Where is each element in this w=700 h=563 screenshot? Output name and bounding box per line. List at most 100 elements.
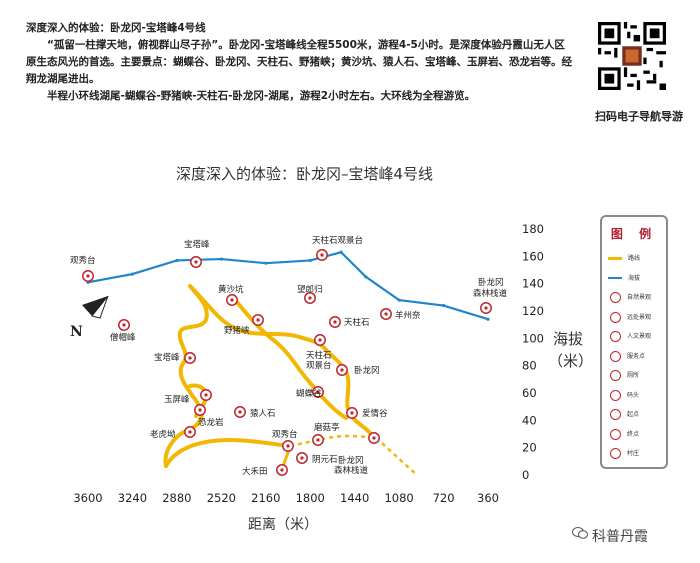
place-markers <box>82 249 492 476</box>
elevation-line <box>87 251 489 321</box>
elevation-point <box>441 303 446 308</box>
qr-code[interactable] <box>598 22 666 90</box>
place-marker-dot <box>316 438 320 442</box>
place-label: 大禾田 <box>242 466 268 477</box>
y-tick-label: 80 <box>522 359 537 373</box>
place-marker-dot <box>230 298 234 302</box>
legend-item-label: 码头 <box>627 391 640 399</box>
legend-item-label: 路线 <box>628 255 641 262</box>
legend-item: 厕所 <box>608 370 639 381</box>
legend-item: 码头 <box>608 389 640 401</box>
place-label: 磨菇亭 <box>314 422 340 433</box>
legend-title: 图 例 <box>610 227 658 241</box>
elevation-point <box>364 275 368 279</box>
legend-marker-icon <box>610 370 621 381</box>
watermark-text: 科普丹霞 <box>592 529 648 545</box>
y-tick-label: 160 <box>522 249 544 263</box>
elevation-place-label: 森林栈道 <box>473 288 508 299</box>
north-arrow-icon <box>82 295 109 319</box>
elevation-place-marker-dot <box>484 306 488 310</box>
route-west-loop <box>163 284 209 468</box>
legend-item-label: 自然景观 <box>627 294 652 301</box>
intro-title: 深度深入的体验：卧龙冈-宝塔峰4号线 <box>26 22 206 34</box>
legend-item-label: 村庄 <box>627 450 640 457</box>
elevation-point <box>264 261 268 265</box>
place-marker-dot <box>372 436 376 440</box>
place-label: 天柱石 <box>344 317 370 328</box>
chart-title: 深度深入的体验：卧龙冈–宝塔峰4号线 <box>176 165 434 183</box>
place-marker-dot <box>188 430 192 434</box>
elevation-point <box>308 258 312 263</box>
y-axis-label-bottom: （米） <box>548 352 594 370</box>
legend-item: 服务点 <box>608 350 646 362</box>
place-marker-dot <box>198 408 202 412</box>
legend-item-label: 远处景观 <box>627 313 652 321</box>
place-label: 望郎归 <box>297 284 323 295</box>
y-tick-label: 40 <box>522 413 537 427</box>
x-tick-label: 720 <box>433 491 455 505</box>
legend-item: 起点 <box>608 409 639 420</box>
elevation-place-marker-dot <box>86 274 90 278</box>
x-tick-label: 360 <box>477 491 499 505</box>
legend-item-label: 终点 <box>627 430 640 438</box>
place-label: 森林栈道 <box>334 465 369 476</box>
elevation-point <box>397 298 401 302</box>
legend-marker-icon <box>610 428 621 440</box>
y-tick-label: 180 <box>522 222 544 236</box>
route-swatch <box>608 257 622 260</box>
x-axis-label: 距离（米） <box>248 517 318 533</box>
x-tick-label: 2160 <box>251 491 280 505</box>
place-marker-dot <box>238 410 242 414</box>
x-tick-label: 3240 <box>118 491 147 505</box>
elevation-place-label: 天柱石观景台 <box>312 235 363 246</box>
y-axis-label-top: 海拔 <box>552 330 583 348</box>
intro-text: 深度深入的体验：卧龙冈-宝塔峰4号线 “孤留一柱撑天地，俯视群山尽子孙”。卧龙冈… <box>26 20 574 105</box>
y-tick-label: 0 <box>522 468 529 482</box>
legend-marker-icon <box>610 350 621 362</box>
y-tick-label: 60 <box>522 386 537 400</box>
place-label: 黄沙坑 <box>218 284 244 295</box>
legend-item-label: 服务点 <box>627 352 646 360</box>
intro-paragraph-1: “孤留一柱撑天地，俯视群山尽子孙”。卧龙冈-宝塔峰线全程5500米，游程4-5小… <box>26 39 572 85</box>
place-marker-dot <box>286 444 290 448</box>
place-label: 阴元石 <box>312 455 338 465</box>
place-label: 宝塔峰 <box>154 352 180 363</box>
place-label: 卧龙冈 <box>338 455 364 466</box>
place-label: 观景台 <box>306 360 332 371</box>
place-marker-dot <box>350 411 354 415</box>
place-label: 恐龙岩 <box>198 417 224 428</box>
elevation-point <box>339 250 343 254</box>
legend-item: 终点 <box>608 428 640 440</box>
x-tick-label: 1800 <box>296 491 325 505</box>
legend-item: 村庄 <box>608 448 639 459</box>
place-marker-dot <box>318 338 322 342</box>
place-marker-dot <box>256 318 260 322</box>
elevation-place-marker-dot <box>320 253 324 257</box>
place-label: 天柱石 <box>306 350 332 361</box>
place-label: 猿人石 <box>250 408 276 419</box>
legend-item: 路线 <box>608 253 640 262</box>
legend-item-label: 海拔 <box>628 274 641 282</box>
legend-box: 图 例 路线海拔自然景观远处景观人文景观服务点厕所码头起点终点村庄 <box>600 215 668 469</box>
elevation-point <box>486 317 490 321</box>
elevation-place-label: 宝塔峰 <box>184 239 210 250</box>
legend-marker-icon <box>610 331 621 342</box>
place-marker-dot <box>280 468 284 472</box>
place-marker-dot <box>340 368 344 372</box>
legend-item: 远处景观 <box>608 311 652 323</box>
legend-item: 人文景观 <box>608 331 651 342</box>
north-label: N <box>70 324 83 340</box>
elevation-place-marker-dot <box>194 260 198 264</box>
elevation-place-label: 卧龙冈 <box>478 277 504 288</box>
place-label: 羊州奈 <box>395 310 421 321</box>
elevation-markers <box>86 250 490 321</box>
place-label: 卧龙冈 <box>354 365 380 376</box>
legend-marker-icon <box>610 448 621 459</box>
qr-caption: 扫码电子导航导游 <box>595 110 683 123</box>
route-bottom <box>164 438 292 468</box>
place-label: 野猪峡 <box>224 325 250 336</box>
legend-item-label: 起点 <box>627 411 640 418</box>
elevation-point <box>175 258 179 263</box>
y-tick-label: 140 <box>522 277 544 291</box>
legend-item: 自然景观 <box>608 292 651 303</box>
